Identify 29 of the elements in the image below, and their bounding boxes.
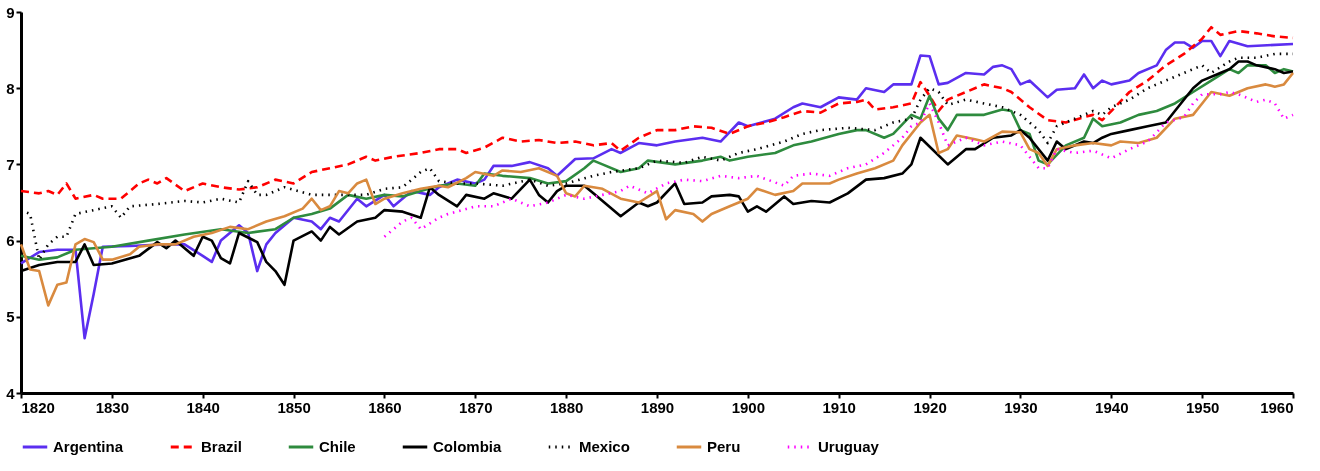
x-tick-label: 1880 [549,398,584,416]
x-tick-label: 1910 [822,398,856,416]
y-tick-label: 8 [6,79,15,97]
x-tick-label: 1920 [913,398,947,416]
x-tick-label: 1830 [95,398,130,416]
x-tick-label: 1900 [731,398,766,416]
x-tick-label: 1850 [277,398,311,416]
legend-label: Uruguay [818,438,880,455]
x-tick-label: 1820 [21,398,55,416]
legend-label: Brazil [201,438,242,455]
y-tick-label: 6 [6,232,15,250]
y-tick-label: 4 [6,384,16,402]
x-tick-label: 1870 [459,398,493,416]
legend-label: Colombia [433,438,502,455]
y-tick-label: 9 [6,3,15,21]
x-tick-label: 1890 [640,398,675,416]
y-tick-label: 7 [6,155,15,173]
y-tick-label: 5 [6,308,15,326]
x-tick-label: 1960 [1260,398,1294,416]
legend-label: Argentina [53,438,124,455]
x-tick-label: 1840 [186,398,220,416]
line-series [383,90,1295,239]
legend-label: Peru [707,438,741,455]
x-tick-label: 1930 [1004,398,1038,416]
legend-label: Chile [319,438,356,455]
x-tick-label: 1940 [1095,398,1129,416]
x-tick-label: 1950 [1185,398,1220,416]
legend-label: Mexico [579,438,630,455]
x-tick-label: 1860 [368,398,402,416]
